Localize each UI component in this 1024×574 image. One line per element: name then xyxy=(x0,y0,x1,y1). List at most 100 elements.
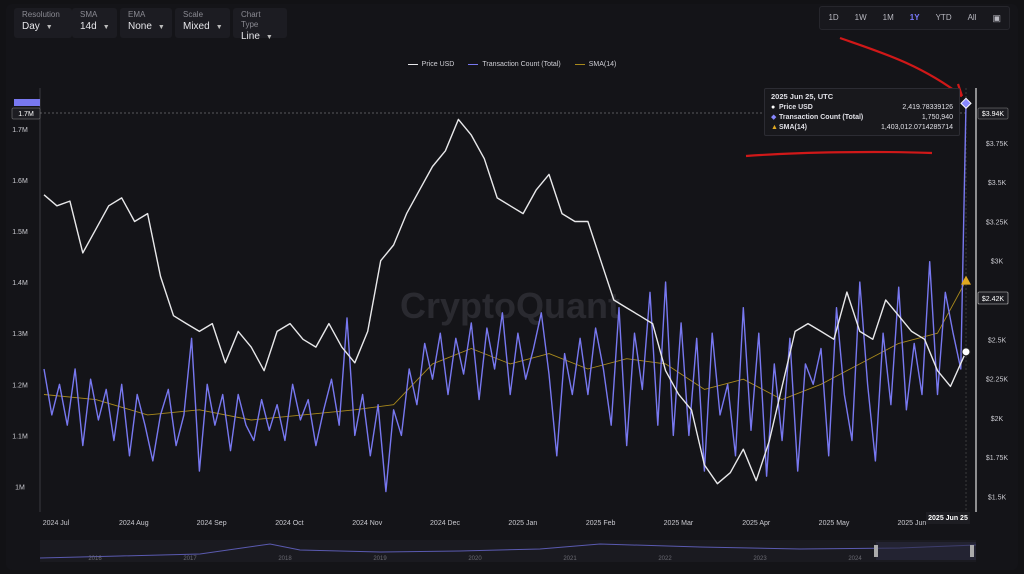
legend-label: Transaction Count (Total) xyxy=(482,61,561,68)
navigator-year-label: 2018 xyxy=(278,556,292,562)
right-tick-label: $1.75K xyxy=(986,455,1009,462)
tooltip-marker: ◆ xyxy=(771,114,777,121)
sma-label: SMA xyxy=(80,10,98,19)
right-tick-label: $3.75K xyxy=(986,141,1009,148)
tooltip-marker: ▲ xyxy=(771,124,778,131)
navigator-year-label: 2023 xyxy=(753,556,767,562)
chevron-down-icon: ▼ xyxy=(45,24,53,31)
chart-type-label: Chart Type xyxy=(241,10,261,29)
scale-select[interactable]: Scale Mixed ▼ xyxy=(175,8,230,38)
legend-item-tx[interactable]: Transaction Count (Total) xyxy=(468,61,561,68)
range-selector: 1D 1W 1M 1Y YTD All ▣ xyxy=(819,6,1010,30)
navigator-year-label: 2024 xyxy=(848,556,862,562)
navigator-handle-right[interactable] xyxy=(970,545,974,557)
left-axis-flag-text: 1.7M xyxy=(18,111,34,118)
left-tick-label: 1.6M xyxy=(12,178,28,185)
tooltip-date: 2025 Jun 25, UTC xyxy=(771,92,834,101)
range-1w-button[interactable]: 1W xyxy=(854,13,867,22)
right-tick-label: $3.5K xyxy=(988,180,1007,187)
left-tick-label: 1.2M xyxy=(12,382,28,389)
x-tick-label: 2025 May xyxy=(819,520,850,527)
chart-legend: Price USD Transaction Count (Total) SMA(… xyxy=(0,61,1024,68)
navigator-line xyxy=(39,543,977,559)
left-tick-label: 1.5M xyxy=(12,229,28,236)
sma-select[interactable]: SMA 14d ▼ xyxy=(72,8,117,38)
navigator-year-label: 2017 xyxy=(183,556,197,562)
legend-label: Price USD xyxy=(421,61,455,68)
tooltip-value: 2,419.78339126 xyxy=(902,104,953,111)
x-tick-label: 2024 Jul xyxy=(43,520,70,527)
right-axis-flag-tx-text: $3.94K xyxy=(982,111,1005,118)
tooltip-name: SMA(14) xyxy=(779,124,808,131)
date-flag-text: 2025 Jun 25 xyxy=(928,515,968,522)
ema-value: None xyxy=(128,21,152,32)
navigator-handle-left[interactable] xyxy=(874,545,878,557)
tooltip-value: 1,403,012.0714285714 xyxy=(880,124,953,131)
watermark: CryptoQuant xyxy=(400,285,620,326)
transaction-count-line xyxy=(43,103,967,493)
chevron-down-icon: ▼ xyxy=(215,24,223,31)
tooltip-name: Transaction Count (Total) xyxy=(779,114,864,121)
right-tick-label: $2.25K xyxy=(986,377,1009,384)
x-tick-label: 2025 Jan xyxy=(508,520,537,527)
ema-label: EMA xyxy=(128,10,146,19)
legend-item-sma[interactable]: SMA(14) xyxy=(574,61,617,68)
right-tick-label: $2K xyxy=(991,416,1004,423)
range-1m-button[interactable]: 1M xyxy=(882,13,894,22)
sma-value: 14d xyxy=(80,21,97,32)
chart-type-value: Line xyxy=(241,31,260,42)
price-marker xyxy=(961,347,971,357)
navigator[interactable] xyxy=(40,540,976,562)
legend-swatch xyxy=(407,63,418,66)
legend-swatch xyxy=(574,63,585,66)
ema-select[interactable]: EMA None ▼ xyxy=(120,8,172,38)
range-ytd-button[interactable]: YTD xyxy=(935,13,952,22)
navigator-year-label: 2022 xyxy=(658,556,672,562)
resolution-label: Resolution xyxy=(22,10,60,19)
x-tick-label: 2024 Aug xyxy=(119,520,149,527)
range-1y-button[interactable]: 1Y xyxy=(909,13,920,22)
annotation-underline xyxy=(745,150,933,158)
chevron-down-icon: ▼ xyxy=(157,24,165,31)
right-axis-flag-tx xyxy=(977,107,1009,120)
price-line xyxy=(43,118,967,485)
left-tick-label: 1.7M xyxy=(12,127,28,134)
x-tick-label: 2025 Jun xyxy=(897,520,926,527)
tooltip-name: Price USD xyxy=(779,104,813,111)
navigator-year-label: 2019 xyxy=(373,556,387,562)
navigator-year-label: 2020 xyxy=(468,556,482,562)
annotation-arrow xyxy=(839,36,963,97)
left-tick-label: 1.3M xyxy=(12,331,28,338)
range-1d-button[interactable]: 1D xyxy=(828,13,839,22)
right-tick-label: $3.25K xyxy=(986,219,1009,226)
chevron-down-icon: ▼ xyxy=(265,34,273,41)
left-axis-top-marker xyxy=(14,99,40,106)
left-tick-label: 1.1M xyxy=(12,433,28,440)
chevron-down-icon: ▼ xyxy=(102,24,110,31)
legend-label: SMA(14) xyxy=(588,61,617,68)
right-tick-label: $1.5K xyxy=(988,494,1007,501)
right-tick-label: $2.5K xyxy=(988,337,1007,344)
resolution-select[interactable]: Resolution Day ▼ xyxy=(14,8,72,38)
left-tick-label: 1M xyxy=(15,484,25,491)
range-all-button[interactable]: All xyxy=(967,13,977,22)
date-flag xyxy=(926,512,970,524)
x-tick-label: 2024 Oct xyxy=(275,520,303,527)
x-tick-label: 2024 Dec xyxy=(430,520,460,527)
x-tick-label: 2025 Mar xyxy=(664,520,694,527)
tooltip-marker: ● xyxy=(771,104,776,111)
scale-value: Mixed xyxy=(183,21,210,32)
chart-type-select[interactable]: Chart Type Line ▼ xyxy=(233,8,287,42)
scale-label: Scale xyxy=(183,10,204,19)
left-axis-flag xyxy=(11,107,41,120)
legend-item-price[interactable]: Price USD xyxy=(407,61,455,68)
sma-marker xyxy=(961,275,971,285)
resolution-value: Day xyxy=(22,21,40,32)
right-axis-flag-price-text: $2.42K xyxy=(982,296,1005,303)
x-tick-label: 2025 Feb xyxy=(586,520,616,527)
right-tick-label: $3K xyxy=(991,259,1004,266)
transaction-count-marker xyxy=(960,97,972,110)
left-tick-label: 1.4M xyxy=(12,280,28,287)
calendar-icon[interactable]: ▣ xyxy=(992,13,1001,23)
navigator-window[interactable] xyxy=(876,542,976,560)
